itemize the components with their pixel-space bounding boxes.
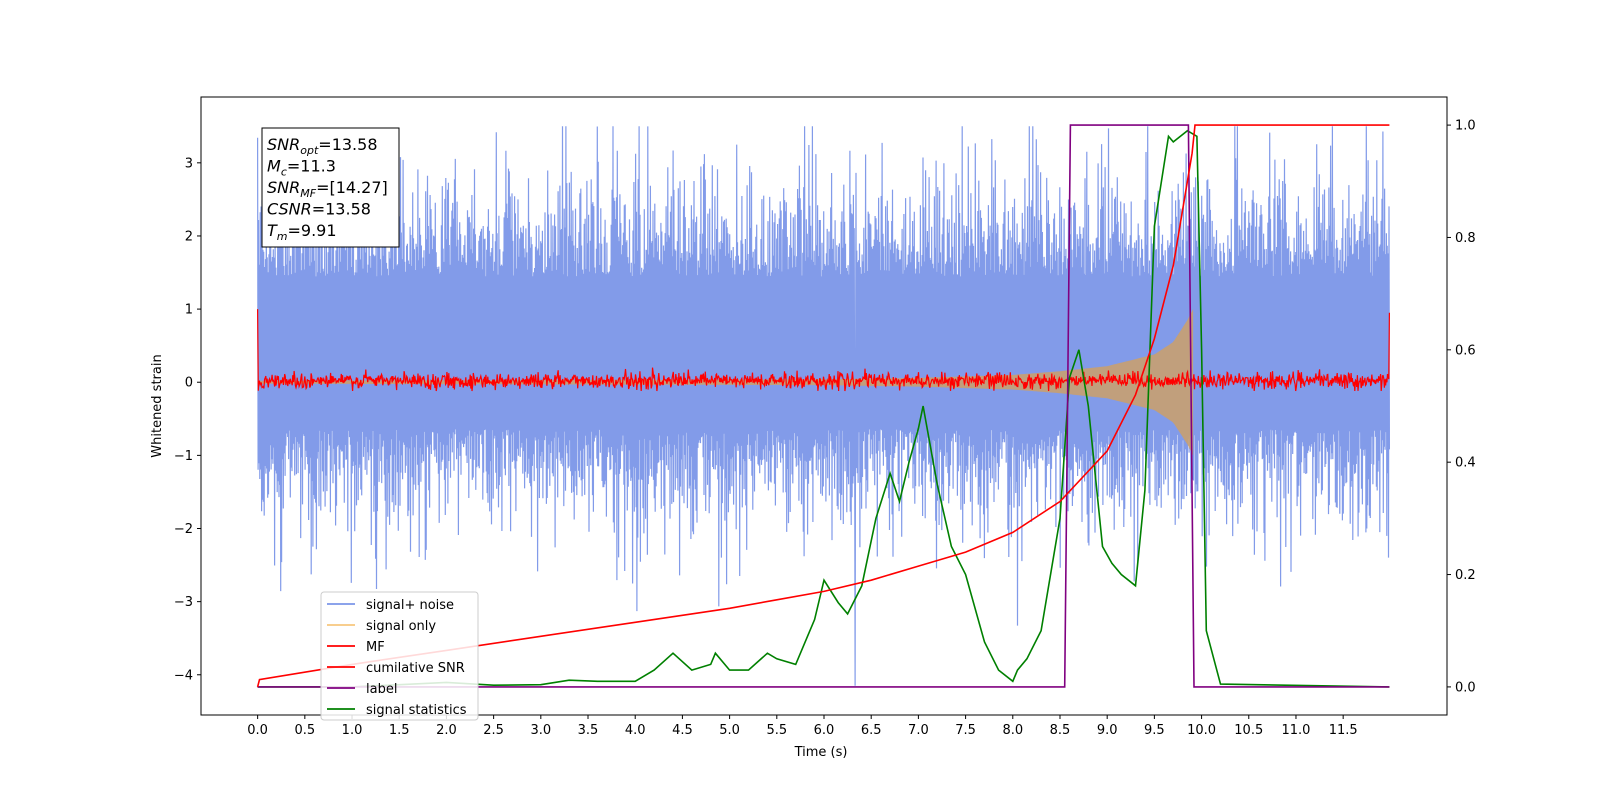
x-tick-label: 11.0: [1281, 723, 1310, 738]
annotation-value: =13.58: [312, 200, 371, 219]
series-layer: [256, 124, 1390, 688]
x-tick-label: 2.5: [483, 723, 504, 738]
x-axis-label: Time (s): [794, 745, 848, 760]
x-tick-label: 6.0: [814, 723, 835, 738]
legend-label: signal+ noise: [366, 598, 454, 613]
x-tick-label: 3.0: [530, 723, 551, 738]
annotation-subscript: opt: [300, 144, 319, 157]
y-right-tick-label: 0.0: [1455, 680, 1476, 695]
annotation-symbol: SNR: [267, 178, 300, 197]
annotation-frame: [261, 127, 400, 248]
y-left-tick-label: −2: [174, 522, 193, 537]
x-tick-label: 9.5: [1144, 723, 1165, 738]
annotation-value: =[14.27]: [316, 178, 388, 197]
y-left-tick-label: 0: [185, 376, 193, 391]
annotation-value: =11.3: [287, 157, 336, 176]
y-left-tick-label: 1: [185, 303, 193, 318]
y-right-tick-label: 0.8: [1455, 231, 1476, 246]
x-tick-label: 7.5: [955, 723, 976, 738]
y-axis-label: Whitened strain: [150, 354, 165, 457]
x-tick-label: 2.0: [436, 723, 457, 738]
x-tick-label: 10.5: [1234, 723, 1263, 738]
legend-label: signal statistics: [366, 703, 467, 718]
x-tick-label: 4.5: [672, 723, 693, 738]
series-signal-statistics: [257, 129, 1390, 688]
annotation-value: =13.58: [318, 135, 377, 154]
legend-label: label: [366, 682, 397, 697]
y-right-tick-label: 0.4: [1455, 456, 1476, 471]
x-axis: 0.0 0.5 1.0 1.5 2.0 2.5 3.0 3.5 4.0 4.5 5.0 5.5 6.0 6…: [247, 715, 1358, 738]
annotation-line: SNRopt=13.58: [267, 135, 378, 157]
y-left-tick-label: −3: [174, 595, 193, 610]
annotation-symbol: M: [267, 157, 281, 176]
series-cumilative-snr: [256, 124, 1390, 688]
x-tick-label: 5.5: [766, 723, 787, 738]
x-tick-label: 10.0: [1187, 723, 1216, 738]
annotation-symbol: T: [267, 221, 278, 240]
y-right-tick-label: 0.6: [1455, 343, 1476, 358]
annotation-box: SNRopt=13.58Mc=11.3SNRMF=[14.27]CSNR=13.…: [261, 127, 400, 248]
annotation-symbol: CSNR: [267, 200, 312, 219]
y-right-tick-label: 0.2: [1455, 568, 1476, 583]
x-tick-label: 4.0: [625, 723, 646, 738]
annotation-line: CSNR=13.58: [267, 200, 371, 219]
x-tick-label: 6.5: [861, 723, 882, 738]
annotation-line: SNRMF=[14.27]: [267, 178, 388, 200]
legend: signal+ noise signal only MF cumilative SNR…: [320, 591, 479, 721]
legend-frame: [320, 591, 479, 721]
x-tick-label: 8.0: [1002, 723, 1023, 738]
annotation-value: =9.91: [288, 221, 337, 240]
x-tick-label: 7.0: [908, 723, 929, 738]
x-tick-label: 0.0: [247, 723, 268, 738]
y-axis-right: 1.0 0.8 0.6 0.4 0.2 0.0: [1447, 119, 1476, 695]
x-tick-label: 1.5: [389, 723, 410, 738]
y-left-tick-label: −1: [174, 449, 193, 464]
legend-label: signal only: [366, 619, 436, 634]
annotation-subscript: c: [281, 166, 287, 179]
annotation-subscript: m: [277, 230, 288, 243]
series-mf: [257, 309, 1390, 392]
annotation-line: Tm=9.91: [267, 221, 337, 243]
y-axis-left: 3 2 1 0 −1 −2 −3 −4: [174, 156, 201, 683]
x-tick-label: 3.5: [578, 723, 599, 738]
legend-label: MF: [366, 640, 385, 655]
x-tick-label: 0.5: [294, 723, 315, 738]
y-right-tick-label: 1.0: [1455, 119, 1476, 134]
x-tick-label: 5.0: [719, 723, 740, 738]
x-tick-label: 11.5: [1329, 723, 1358, 738]
y-left-tick-label: −4: [174, 668, 193, 683]
x-tick-label: 8.5: [1050, 723, 1071, 738]
annotation-subscript: MF: [300, 187, 316, 200]
x-tick-label: 1.0: [342, 723, 363, 738]
annotation-line: Mc=11.3: [267, 157, 336, 179]
legend-label: cumilative SNR: [366, 661, 465, 676]
x-tick-label: 9.0: [1097, 723, 1118, 738]
y-left-tick-label: 2: [185, 229, 193, 244]
series-label: [257, 124, 1390, 688]
annotation-symbol: SNR: [267, 135, 300, 154]
y-left-tick-label: 3: [185, 156, 193, 171]
